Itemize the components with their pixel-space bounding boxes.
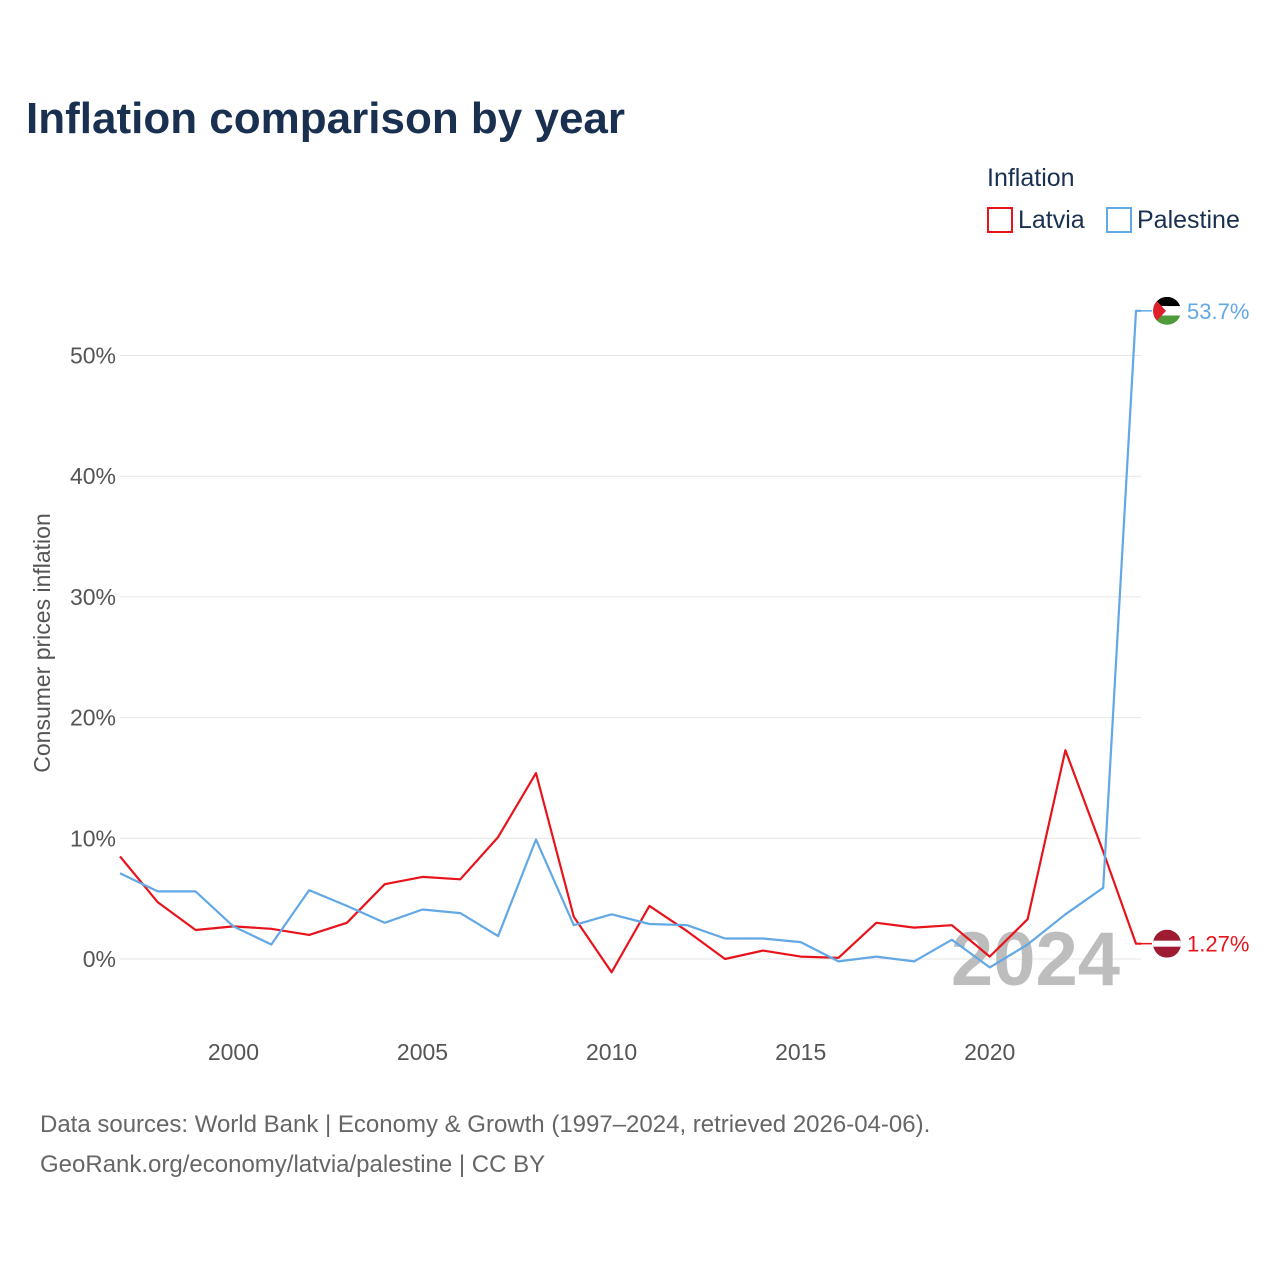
y-tick-label: 10% bbox=[70, 825, 116, 851]
legend-swatch-palestine bbox=[1106, 207, 1132, 233]
end-label-latvia: 1.27% bbox=[1187, 932, 1249, 957]
x-tick-label: 2015 bbox=[775, 1039, 826, 1065]
legend-item-latvia[interactable]: Latvia bbox=[987, 206, 1085, 234]
x-tick-label: 2000 bbox=[208, 1039, 259, 1065]
end-labels: 1.27% 53.7% bbox=[1141, 296, 1249, 958]
y-tick-label: 20% bbox=[70, 705, 116, 731]
legend-swatch-latvia bbox=[987, 207, 1013, 233]
legend-item-palestine[interactable]: Palestine bbox=[1106, 206, 1240, 234]
end-label-palestine: 53.7% bbox=[1187, 299, 1249, 324]
x-tick-label: 2010 bbox=[586, 1039, 637, 1065]
y-tick-label: 0% bbox=[83, 946, 116, 972]
y-tick-label: 40% bbox=[70, 463, 116, 489]
legend-label-palestine: Palestine bbox=[1137, 206, 1240, 234]
source-url[interactable]: GeoRank.org/economy/latvia/palestine | C… bbox=[40, 1151, 545, 1178]
chart-title: Inflation comparison by year bbox=[26, 94, 625, 143]
y-tick-label: 30% bbox=[70, 584, 116, 610]
x-tick-label: 2005 bbox=[397, 1039, 448, 1065]
y-tick-label: 50% bbox=[70, 343, 116, 369]
series-line-latvia[interactable] bbox=[119, 749, 1141, 974]
latvia-flag-icon bbox=[1153, 929, 1181, 958]
series-lines bbox=[119, 309, 1141, 974]
y-axis-ticks: 0% 10% 20% 30% 40% 50% bbox=[70, 343, 116, 973]
current-year-watermark: 2024 bbox=[951, 917, 1120, 1002]
legend-title: Inflation bbox=[987, 164, 1075, 192]
series-line-palestine[interactable] bbox=[119, 309, 1141, 969]
y-axis-label: Consumer prices inflation bbox=[29, 513, 55, 773]
data-source-note: Data sources: World Bank | Economy & Gro… bbox=[40, 1111, 930, 1138]
legend-label-latvia: Latvia bbox=[1018, 206, 1085, 234]
palestine-flag-icon bbox=[1153, 296, 1181, 325]
x-tick-label: 2020 bbox=[964, 1039, 1015, 1065]
x-axis-ticks: 2000 2005 2010 2015 2020 bbox=[208, 1039, 1015, 1065]
gridlines bbox=[120, 355, 1141, 960]
